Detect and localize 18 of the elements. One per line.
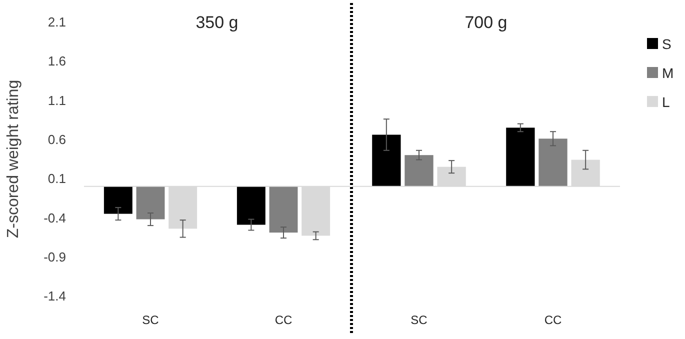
y-tick-label: -0.4: [44, 210, 66, 226]
legend-label: S: [662, 36, 672, 52]
x-tick-label: SC: [410, 313, 428, 327]
chart-title: 350 g: [196, 13, 238, 32]
chart-title: 700 g: [464, 13, 508, 32]
y-tick-label: 1.1: [48, 92, 66, 108]
x-tick-label: CC: [274, 313, 292, 327]
y-tick-label: 0.1: [48, 171, 66, 186]
y-tick-label: 2.1: [48, 14, 66, 30]
y-tick-label: -1.4: [44, 288, 66, 304]
y-tick-label: -0.9: [44, 249, 66, 264]
legend-label: L: [662, 94, 670, 110]
x-tick-label: SC: [142, 313, 160, 327]
y-tick-label: 1.6: [48, 54, 66, 69]
y-axis-title: Z-scored weight rating: [5, 80, 22, 238]
x-tick-label: CC: [544, 313, 562, 327]
y-tick-label: 0.6: [48, 132, 66, 147]
legend-label: M: [662, 64, 674, 81]
